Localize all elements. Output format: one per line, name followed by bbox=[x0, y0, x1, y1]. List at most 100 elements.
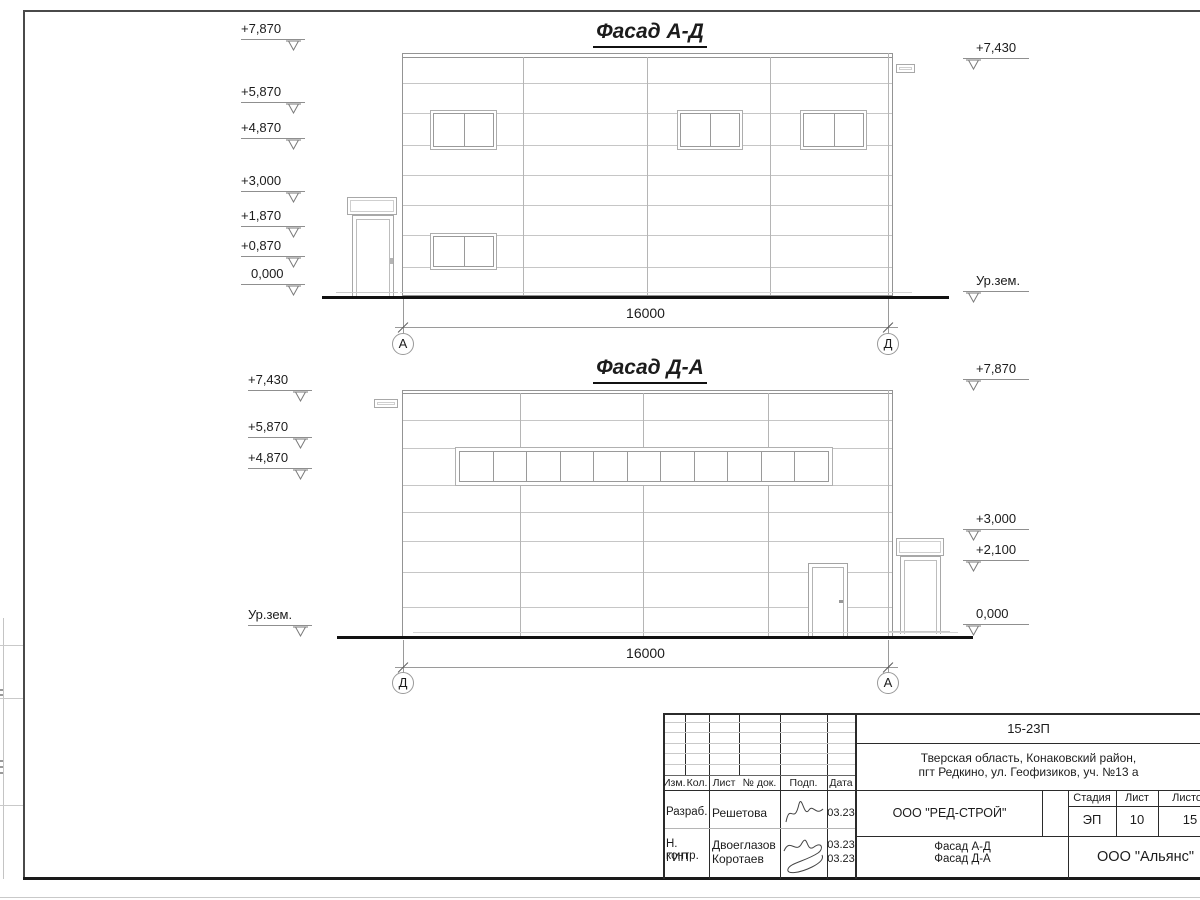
panel-line bbox=[403, 607, 892, 608]
frame-bottom bbox=[23, 877, 1200, 880]
window bbox=[677, 110, 743, 150]
panel-joint bbox=[643, 393, 644, 636]
titleblock-line bbox=[709, 713, 710, 879]
drawing-name-line1: Фасад А-Д bbox=[934, 841, 991, 853]
porch-canopy bbox=[347, 197, 397, 215]
titleblock-line bbox=[1116, 790, 1117, 836]
elevation-symbol-icon bbox=[966, 561, 981, 572]
doc-number: 15-23П bbox=[1007, 721, 1050, 736]
grid-bubble: А bbox=[877, 672, 899, 694]
ground-line bbox=[337, 636, 973, 639]
titleblock-row-line bbox=[665, 828, 855, 829]
elevation-symbol-icon bbox=[293, 438, 308, 449]
porch-base-line bbox=[888, 631, 950, 632]
facade1-title-text: Фасад А-Д bbox=[593, 20, 707, 48]
paper-edge bbox=[0, 897, 1200, 898]
titleblock-line bbox=[1042, 790, 1043, 836]
titleblock-top bbox=[663, 713, 1200, 715]
margin-mark bbox=[0, 689, 3, 691]
facade1-title: Фасад А-Д bbox=[350, 20, 950, 48]
panel-joint bbox=[520, 393, 521, 636]
titleblock-line bbox=[1068, 806, 1200, 807]
org-name: ООО "РЕД-СТРОЙ" bbox=[892, 806, 1007, 820]
panel-line bbox=[403, 541, 892, 542]
col-header-data: Дата bbox=[829, 777, 853, 789]
ribbon-window-panes bbox=[459, 451, 829, 482]
window bbox=[430, 233, 497, 270]
extension-line bbox=[888, 299, 889, 333]
elevation-symbol-icon bbox=[286, 227, 301, 238]
elevation-symbol-icon bbox=[286, 40, 301, 51]
signature bbox=[783, 839, 823, 874]
titleblock-line bbox=[857, 743, 1200, 744]
porch-body bbox=[352, 215, 394, 296]
drain-outlet bbox=[374, 399, 398, 408]
titleblock-line bbox=[1158, 790, 1159, 836]
elevation-mark: Ур.зем. bbox=[248, 608, 312, 637]
elevation-mark: +7,430 bbox=[248, 373, 312, 402]
sheets-value: 15 bbox=[1182, 812, 1198, 827]
elevation-mark: +1,870 bbox=[241, 209, 305, 238]
col-header-kol: Кол. bbox=[686, 777, 708, 789]
panel-line bbox=[403, 572, 892, 573]
elevation-mark: +2,100 bbox=[963, 543, 1029, 572]
panel-line bbox=[403, 512, 892, 513]
window bbox=[800, 110, 867, 150]
dimension-line bbox=[395, 667, 898, 668]
panel-line bbox=[403, 420, 892, 421]
facade2-title-text: Фасад Д-А bbox=[593, 356, 707, 384]
elevation-mark: +0,870 bbox=[241, 239, 305, 268]
extension-line bbox=[403, 640, 404, 673]
stage-value: ЭП bbox=[1082, 812, 1102, 827]
titleblock-left bbox=[663, 713, 665, 879]
corner-trim bbox=[888, 53, 889, 295]
facade1-building-outline bbox=[402, 53, 893, 296]
elevation-mark: +7,870 bbox=[241, 22, 305, 51]
elevation-symbol-icon bbox=[286, 192, 301, 203]
signature bbox=[785, 801, 824, 823]
col-header-izm: Изм. bbox=[663, 777, 685, 789]
porch-handle bbox=[390, 258, 393, 264]
elevation-mark: +7,430 bbox=[963, 41, 1029, 70]
margin-mark bbox=[0, 772, 3, 774]
dimension-value: 16000 bbox=[626, 305, 665, 321]
col-header-list: Лист bbox=[712, 777, 736, 789]
elevation-symbol-icon bbox=[293, 391, 308, 402]
row-role: Н. контр. bbox=[666, 838, 699, 862]
titleblock-row-line bbox=[665, 732, 855, 733]
titleblock-line bbox=[739, 713, 740, 775]
contractor-name: ООО "Альянс" bbox=[1097, 849, 1194, 865]
facade2-title: Фасад Д-А bbox=[350, 356, 950, 384]
margin-mark bbox=[0, 694, 3, 696]
titleblock-row-line bbox=[665, 764, 855, 765]
row-date: 03.23 bbox=[827, 807, 855, 819]
porch-body bbox=[900, 556, 941, 634]
elevation-mark: +3,000 bbox=[241, 174, 305, 203]
grid-bubble: А bbox=[392, 333, 414, 355]
row-role: ГИП bbox=[666, 852, 689, 864]
grid-bubble: Д bbox=[877, 333, 899, 355]
grid-bubble: Д bbox=[392, 672, 414, 694]
row-role: Разраб. bbox=[666, 806, 708, 818]
titleblock-line bbox=[665, 775, 855, 776]
plinth-line bbox=[413, 632, 958, 633]
ribbon-window bbox=[455, 447, 833, 486]
margin-mark bbox=[0, 760, 3, 762]
window bbox=[430, 110, 497, 150]
elevation-mark: 0,000 bbox=[963, 607, 1029, 636]
sheet-value: 10 bbox=[1129, 812, 1145, 827]
titleblock-line bbox=[1068, 790, 1069, 879]
titleblock-line bbox=[855, 713, 857, 879]
dimension-value: 16000 bbox=[626, 645, 665, 661]
elevation-symbol-icon bbox=[966, 59, 981, 70]
dimension-line bbox=[395, 327, 898, 328]
plinth-line bbox=[400, 292, 912, 293]
panel-joint bbox=[523, 57, 524, 295]
elevation-mark: +4,870 bbox=[241, 121, 305, 150]
elevation-mark: +4,870 bbox=[248, 451, 312, 480]
titleblock-line bbox=[857, 836, 1200, 837]
door-handle bbox=[839, 600, 843, 603]
ground-line bbox=[322, 296, 949, 299]
margin-line bbox=[0, 645, 23, 646]
